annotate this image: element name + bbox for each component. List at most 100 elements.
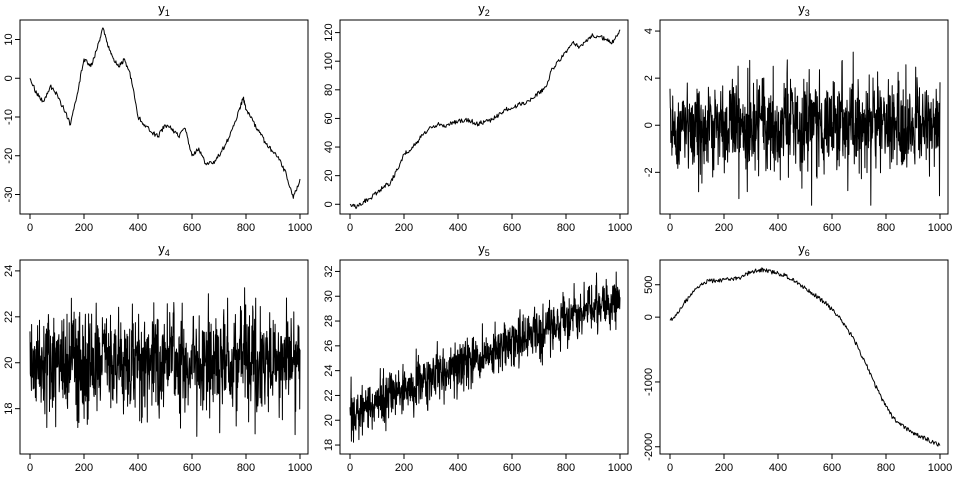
y-tick-label-y6-3: -2000 [643,433,655,461]
plot-frame-y1 [19,19,309,215]
y-tick-label-y6-1: 0 [643,314,655,320]
x-tick-label-y3-5: 1000 [928,222,952,234]
y-tick-label-y4-2: 20 [3,357,15,369]
x-tick-label-y5-4: 800 [557,462,575,474]
x-tick-label-y6-0: 0 [667,462,673,474]
series-line-y4 [29,287,301,437]
y-tick-label-y2-6: 120 [323,23,335,41]
panel-title-y6: y6 [798,241,810,258]
plot-frame-y4 [19,259,309,455]
panel-title-y4-main: y [158,241,165,256]
x-tick-label-y6-2: 400 [769,462,787,474]
x-tick-label-y5-0: 0 [347,462,353,474]
x-tick-label-y2-0: 0 [347,222,353,234]
y-tick-label-y2-5: 100 [323,52,335,70]
y-tick-label-y2-0: 0 [323,201,335,207]
y-tick-label-y5-5: 28 [323,315,335,327]
y-tick-label-y2-2: 40 [323,141,335,153]
x-tick-label-y1-1: 200 [75,222,93,234]
y-tick-label-y3-1: 2 [643,75,655,81]
plot-frame-y5 [339,259,629,455]
y-tick-label-y2-1: 20 [323,170,335,182]
y-tick-label-y1-4: -30 [3,187,15,203]
panel-title-y5: y5 [478,241,490,258]
x-tick-label-y4-4: 800 [237,462,255,474]
y-tick-label-y3-3: -2 [643,167,655,177]
series-line-y1 [29,27,301,199]
y-tick-label-y6-2: -1000 [643,368,655,396]
y-tick-label-y1-2: -10 [3,109,15,125]
plot-frame-y2 [339,19,629,215]
x-tick-label-y1-5: 1000 [288,222,312,234]
x-tick-label-y6-1: 200 [715,462,733,474]
panel-title-y4-sub: 4 [165,248,170,258]
y-tick-label-y1-3: -20 [3,148,15,164]
y-tick-label-y4-1: 22 [3,311,15,323]
y-tick-label-y5-7: 32 [323,265,335,277]
x-tick-label-y3-1: 200 [715,222,733,234]
y-tick-label-y6-0: 500 [643,276,655,294]
panel-title-y1-sub: 1 [165,8,170,18]
x-tick-label-y3-2: 400 [769,222,787,234]
x-tick-label-y5-5: 1000 [608,462,632,474]
y-tick-label-y5-3: 24 [323,365,335,377]
panel-title-y1: y1 [158,1,170,18]
y-tick-label-y4-0: 24 [3,265,15,277]
y-tick-label-y5-4: 26 [323,340,335,352]
x-tick-label-y1-0: 0 [27,222,33,234]
x-tick-label-y2-4: 800 [557,222,575,234]
x-tick-label-y6-4: 800 [877,462,895,474]
x-tick-label-y4-5: 1000 [288,462,312,474]
panel-title-y2-main: y [478,1,485,16]
series-line-y5 [349,271,621,443]
x-tick-label-y2-2: 400 [449,222,467,234]
panel-title-y2-sub: 2 [485,8,490,18]
y-tick-label-y5-1: 20 [323,414,335,426]
x-tick-label-y4-3: 600 [183,462,201,474]
y-tick-label-y2-3: 60 [323,112,335,124]
x-tick-label-y4-2: 400 [129,462,147,474]
panel-y2: y2 0 200 400 600 800 1000 0 20 40 60 80 100 120 [323,1,632,234]
panel-y5: y5 0 200 400 600 800 1000 18 20 22 24 26 28 30 32 [323,241,632,474]
x-tick-label-y3-4: 800 [877,222,895,234]
series-line-y2 [349,29,621,210]
y-tick-label-y1-1: 0 [3,75,15,81]
x-tick-label-y1-3: 600 [183,222,201,234]
x-tick-label-y5-3: 600 [503,462,521,474]
x-tick-label-y2-1: 200 [395,222,413,234]
y-tick-label-y5-0: 18 [323,439,335,451]
panel-title-y5-sub: 5 [485,248,490,258]
panel-title-y3-sub: 3 [805,8,810,18]
panel-title-y2: y2 [478,1,490,18]
panel-y4: y4 0 200 400 600 800 1000 24 22 20 18 [3,241,312,474]
panel-title-y5-main: y [478,241,485,256]
y-tick-label-y4-3: 18 [3,403,15,415]
y-tick-label-y2-4: 80 [323,84,335,96]
panel-title-y6-main: y [798,241,805,256]
panel-title-y4: y4 [158,241,170,258]
plot-frame-y3 [659,19,949,215]
x-tick-label-y6-3: 600 [823,462,841,474]
x-tick-label-y5-1: 200 [395,462,413,474]
y-tick-label-y5-2: 22 [323,389,335,401]
x-tick-label-y2-5: 1000 [608,222,632,234]
x-tick-label-y2-3: 600 [503,222,521,234]
panel-y3: y3 0 200 400 600 800 1000 4 2 0 -2 [643,1,952,234]
x-tick-label-y1-4: 800 [237,222,255,234]
y-tick-label-y3-0: 4 [643,28,655,34]
panel-y6: y6 0 200 400 600 800 1000 500 0 -1000 -2000 [643,241,952,474]
panel-y1: y1 0 200 400 600 800 1000 10 0 -10 -20 -30 [3,1,312,234]
panel-title-y3: y3 [798,1,810,18]
panel-title-y1-main: y [158,1,165,16]
x-tick-label-y4-0: 0 [27,462,33,474]
series-line-y3 [669,51,941,206]
series-line-y6 [669,267,941,447]
x-tick-label-y5-2: 400 [449,462,467,474]
panel-title-y6-sub: 6 [805,248,810,258]
y-tick-label-y5-6: 30 [323,290,335,302]
x-tick-label-y6-5: 1000 [928,462,952,474]
plot-frame-y6 [659,259,949,455]
x-tick-label-y3-3: 600 [823,222,841,234]
y-tick-label-y1-0: 10 [3,33,15,45]
